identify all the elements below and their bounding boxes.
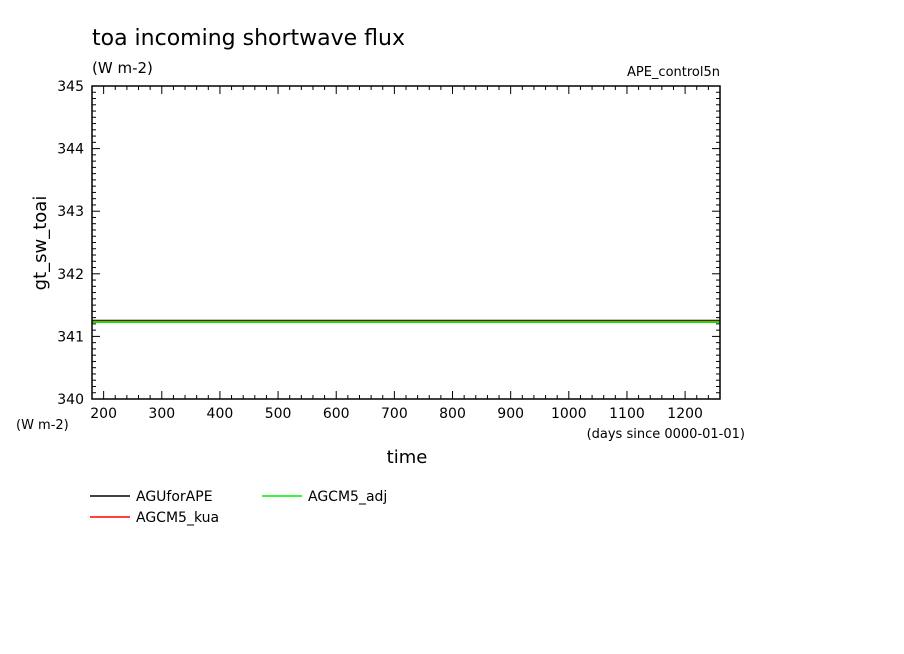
chart-title: toa incoming shortwave flux bbox=[92, 26, 405, 51]
x-tick-label: 200 bbox=[90, 406, 117, 422]
y-ticks: 340 341 342 343 344 345 bbox=[57, 79, 720, 408]
y-axis-label: gt_sw_toai bbox=[30, 196, 51, 291]
x-tick-label: 1000 bbox=[551, 406, 587, 422]
x-tick-label: 300 bbox=[148, 406, 175, 422]
x-tick-label: 800 bbox=[439, 406, 466, 422]
experiment-label: APE_control5n bbox=[627, 65, 720, 80]
x-tick-label: 700 bbox=[381, 406, 408, 422]
x-axis-label: time bbox=[387, 447, 428, 468]
legend-label: AGCM5_kua bbox=[136, 510, 219, 526]
legend-label: AGCM5_adj bbox=[308, 489, 387, 505]
y-tick-label: 342 bbox=[57, 267, 84, 283]
y-axis-units: (W m-2) bbox=[16, 418, 69, 433]
x-tick-label: 1200 bbox=[667, 406, 703, 422]
y-tick-label: 341 bbox=[57, 329, 84, 345]
x-tick-label: 1100 bbox=[609, 406, 645, 422]
y-tick-label: 345 bbox=[57, 79, 84, 95]
y-tick-label: 343 bbox=[57, 204, 84, 220]
y-tick-label: 344 bbox=[57, 142, 84, 158]
plot-frame bbox=[91, 85, 721, 400]
legend-label: AGUforAPE bbox=[136, 489, 213, 505]
y-tick-label: 340 bbox=[57, 392, 84, 408]
legend: AGUforAPE AGCM5_kua AGCM5_adj bbox=[90, 489, 387, 526]
x-tick-label: 400 bbox=[207, 406, 234, 422]
chart-subtitle: (W m-2) bbox=[92, 59, 153, 77]
series-lines bbox=[92, 319, 720, 324]
x-ticks: 200 300 400 500 600 700 800 900 1000 1100 1200 bbox=[90, 86, 721, 422]
x-tick-label: 600 bbox=[323, 406, 350, 422]
x-tick-label: 900 bbox=[497, 406, 524, 422]
x-axis-units: (days since 0000-01-01) bbox=[587, 427, 745, 442]
x-tick-label: 500 bbox=[265, 406, 292, 422]
